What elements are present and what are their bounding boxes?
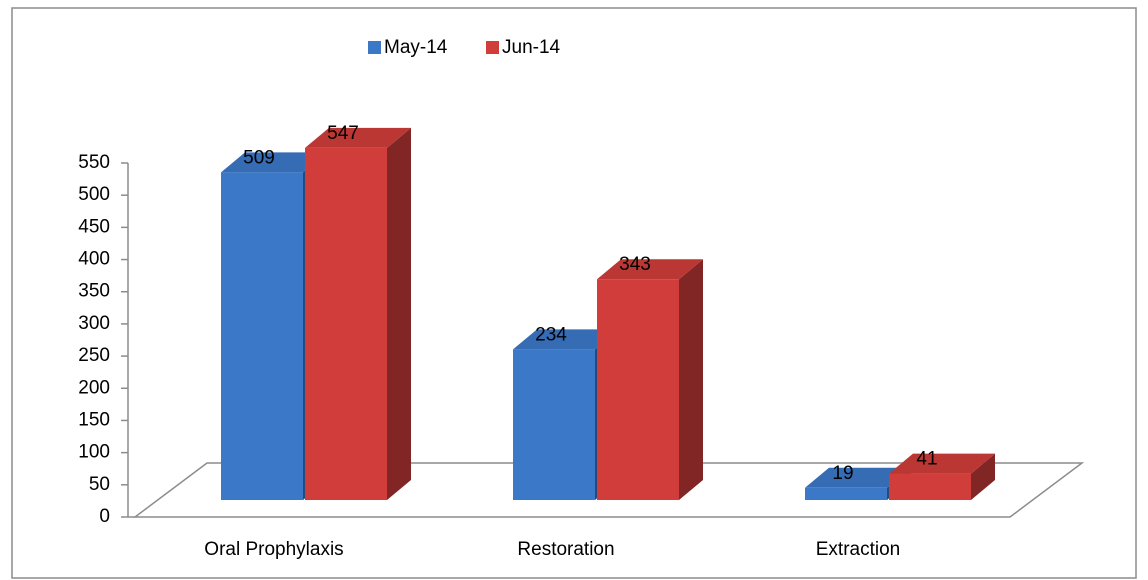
bar	[805, 487, 887, 500]
bar-side	[679, 259, 703, 500]
legend-label: Jun-14	[502, 37, 561, 58]
x-tick-label: Extraction	[816, 539, 900, 560]
bar-side	[387, 127, 411, 500]
y-tick-label: 50	[89, 474, 110, 495]
bar-top	[889, 453, 995, 474]
y-tick-label: 300	[78, 313, 110, 334]
data-label: 19	[832, 463, 853, 484]
bar-top	[513, 329, 619, 350]
data-label: 547	[327, 123, 359, 144]
y-tick-label: 200	[78, 377, 110, 398]
y-tick-label: 100	[78, 442, 110, 463]
bar-top	[305, 127, 411, 148]
bar	[305, 147, 387, 500]
bar	[889, 473, 971, 500]
bar	[221, 172, 303, 500]
bar-top	[805, 467, 911, 488]
y-tick-label: 0	[99, 506, 110, 527]
legend-label: May-14	[384, 37, 448, 58]
data-label: 343	[619, 254, 651, 275]
bar	[513, 349, 595, 500]
x-tick-label: Restoration	[517, 539, 614, 560]
bar-top	[597, 259, 703, 280]
y-tick-label: 350	[78, 281, 110, 302]
y-tick-label: 400	[78, 249, 110, 270]
y-tick-label: 150	[78, 409, 110, 430]
legend-swatch	[486, 41, 499, 54]
data-label: 234	[535, 324, 567, 345]
y-tick-label: 450	[78, 216, 110, 237]
y-tick-label: 250	[78, 345, 110, 366]
data-label: 41	[916, 449, 937, 470]
bar	[597, 279, 679, 500]
y-tick-label: 500	[78, 184, 110, 205]
bar-side	[971, 453, 995, 500]
legend-swatch	[368, 41, 381, 54]
data-label: 509	[243, 147, 275, 168]
x-tick-label: Oral Prophylaxis	[204, 539, 343, 560]
y-tick-label: 550	[78, 152, 110, 173]
bar-top	[221, 152, 327, 173]
